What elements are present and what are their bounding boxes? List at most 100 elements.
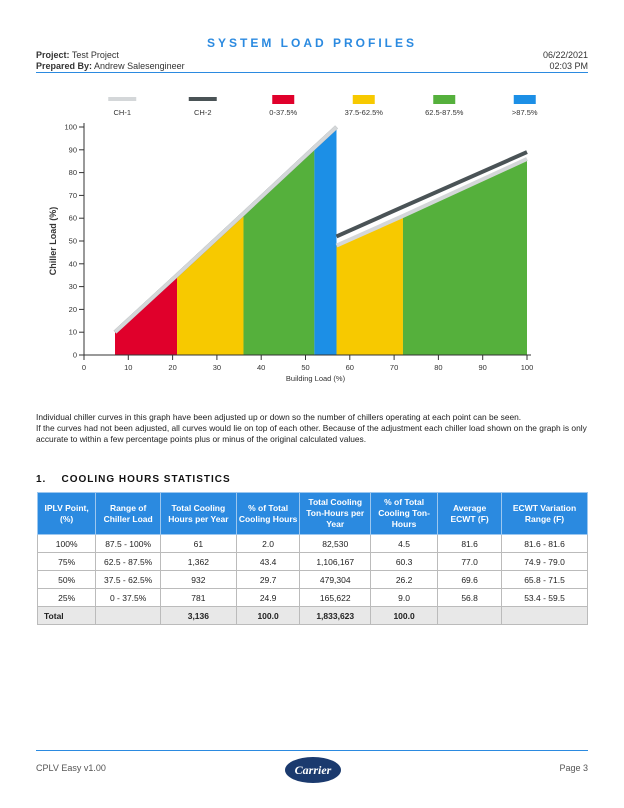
- table-cell: 37.5 - 62.5%: [95, 570, 161, 589]
- label: Prepared By:: [36, 61, 93, 71]
- table-cell: 2.0: [235, 534, 301, 553]
- table-row: 50% 37.5 - 62.5% 932 29.7 479,304 26.2 69.6 65.…: [36, 570, 588, 589]
- section-title: COOLING HOURS STATISTICS: [61, 474, 231, 485]
- legend-swatch: [108, 97, 137, 101]
- table-cell: 81.6 - 81.6: [501, 534, 588, 553]
- x-tick-label: 40: [257, 363, 265, 372]
- x-tick-label: 90: [479, 363, 487, 372]
- column-header: Average ECWT (F): [437, 492, 503, 535]
- table-cell: 56.8: [437, 588, 503, 607]
- y-tick-label: 60: [69, 214, 77, 223]
- table-cell: 3,136: [159, 606, 237, 625]
- table-cell: 87.5 - 100%: [95, 534, 161, 553]
- prepared-by: Andrew Salesengineer: [94, 61, 185, 71]
- legend-label: CH-2: [194, 108, 212, 117]
- y-tick-label: 50: [69, 237, 77, 246]
- footer-rule: [36, 750, 588, 751]
- header-row: IPLV Point, (%) Range of Chiller Load Tota…: [36, 492, 588, 535]
- load-zone: [115, 275, 178, 355]
- table-cell: 9.0: [370, 588, 439, 607]
- project: Test Project: [71, 50, 119, 60]
- table-cell: 24.9: [235, 588, 301, 607]
- table-cell: [95, 606, 161, 625]
- table-cell: 479,304: [299, 570, 372, 589]
- x-tick-label: 70: [390, 363, 398, 372]
- prepared-line: Prepared By: Andrew Salesengineer: [36, 61, 185, 71]
- x-tick-label: 50: [301, 363, 309, 372]
- table-cell: 1,833,623: [299, 606, 372, 625]
- chart: CH-1 CH-2 0-37.5% 37.5-62.5% 62.5-87.5% >87.5…: [48, 95, 538, 383]
- table-cell: 75%: [36, 552, 97, 571]
- table-cell: 1,106,167: [299, 552, 372, 571]
- page-number: Page 3: [559, 763, 588, 773]
- chiller-curve: [335, 150, 528, 239]
- x-tick-label: 100: [521, 363, 534, 372]
- table-cell: 25%: [36, 588, 97, 607]
- legend-swatch: [513, 95, 536, 104]
- legend-label: >87.5%: [512, 108, 538, 117]
- legend-swatch: [433, 95, 456, 104]
- load-zone: [336, 215, 403, 355]
- table-cell: 61: [159, 534, 237, 553]
- table-cell: 165,622: [299, 588, 372, 607]
- table-cell: 781: [159, 588, 237, 607]
- table-body: 100% 87.5 - 100% 61 2.0 82,530 4.5 81.6 81.6 - …: [36, 534, 588, 625]
- table-row: 75% 62.5 - 87.5% 1,362 43.4 1,106,167 60.3 77.…: [36, 552, 588, 571]
- stats-table: IPLV Point, (%) Range of Chiller Load Tota…: [36, 492, 588, 625]
- table-cell: 82,530: [299, 534, 372, 553]
- x-tick-label: 0: [82, 363, 86, 372]
- y-tick-label: 70: [69, 191, 77, 200]
- column-header: Range of Chiller Load: [95, 492, 161, 535]
- x-tick-label: 10: [124, 363, 132, 372]
- column-header: Total Cooling Ton-Hours per Year: [299, 492, 372, 535]
- table-cell: [437, 606, 503, 625]
- note: If the curves had not been adjusted, all…: [36, 423, 587, 444]
- table-cell: 74.9 - 79.0: [501, 552, 588, 571]
- page-title: SYSTEM LOAD PROFILES: [206, 36, 417, 50]
- y-tick-label: 10: [69, 328, 77, 337]
- table-row: 100% 87.5 - 100% 61 2.0 82,530 4.5 81.6 81.6 - …: [36, 534, 588, 553]
- table-cell: 4.5: [370, 534, 439, 553]
- project-line: Project: Test Project: [36, 50, 119, 60]
- table-cell: 65.8 - 71.5: [501, 570, 588, 589]
- header-rule: [36, 72, 588, 73]
- label: Project:: [36, 50, 70, 60]
- table-cell: 69.6: [437, 570, 503, 589]
- legend-swatch: [352, 95, 375, 104]
- table-cell: 81.6: [437, 534, 503, 553]
- version: CPLV Easy v1.00: [36, 763, 106, 773]
- table-cell: 100.0: [370, 606, 439, 625]
- time: 02:03 PM: [549, 61, 588, 71]
- table-cell: 60.3: [370, 552, 439, 571]
- table-cell: 932: [159, 570, 237, 589]
- table-cell: 0 - 37.5%: [95, 588, 161, 607]
- y-tick-label: 0: [73, 351, 77, 360]
- table-cell: 26.2: [370, 570, 439, 589]
- load-zone: [314, 127, 337, 355]
- table-cell: 53.4 - 59.5: [501, 588, 588, 607]
- y-tick-label: 90: [69, 145, 77, 154]
- table-cell: 29.7: [235, 570, 301, 589]
- table-cell: 50%: [36, 570, 97, 589]
- y-tick-label: 100: [64, 123, 77, 132]
- x-tick-label: 20: [168, 363, 176, 372]
- table-cell: 62.5 - 87.5%: [95, 552, 161, 571]
- y-tick-label: 30: [69, 282, 77, 291]
- table-cell: 100%: [36, 534, 97, 553]
- column-header: % of Total Cooling Ton-Hours: [370, 492, 439, 535]
- logo: Carrier: [285, 757, 341, 783]
- y-tick-label: 80: [69, 168, 77, 177]
- x-tick-label: 80: [434, 363, 442, 372]
- table-cell: [501, 606, 588, 625]
- legend-swatch: [272, 95, 295, 104]
- y-axis-title: Chiller Load (%): [48, 207, 58, 276]
- table-row: 25% 0 - 37.5% 781 24.9 165,622 9.0 56.8 53.4 - …: [36, 588, 588, 607]
- table-cell: 1,362: [159, 552, 237, 571]
- total-row: Total 3,136 100.0 1,833,623 100.0: [36, 606, 588, 625]
- date: 06/22/2021: [542, 50, 588, 60]
- legend-label: 37.5-62.5%: [345, 108, 384, 117]
- legend-label: 62.5-87.5%: [425, 108, 464, 117]
- y-tick-label: 20: [69, 305, 77, 314]
- legend-label: 0-37.5%: [269, 108, 297, 117]
